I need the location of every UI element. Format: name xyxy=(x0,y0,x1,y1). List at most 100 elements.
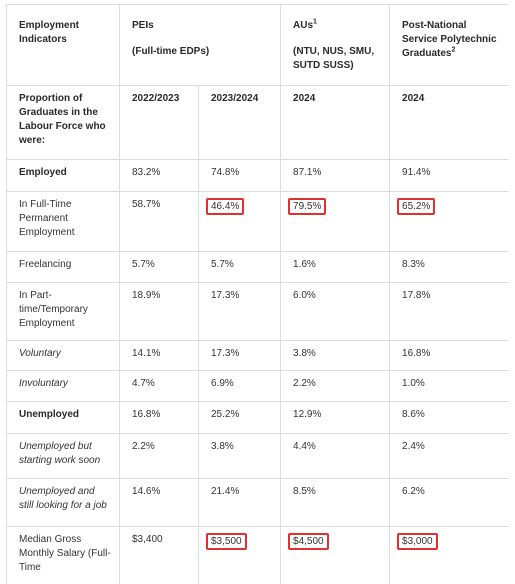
value: 2.2% xyxy=(132,441,155,452)
subheader-year-1: 2022/2023 xyxy=(119,85,199,160)
value-cell: 79.5% xyxy=(280,191,391,252)
header-aus-label: AUs xyxy=(293,20,314,31)
value-cell: 16.8% xyxy=(119,401,199,434)
row-label: Median Gross Monthly Salary (Full-Time xyxy=(19,534,111,573)
value: 58.7% xyxy=(132,199,161,210)
value: 6.2% xyxy=(402,486,425,497)
value: 4.7% xyxy=(132,378,155,389)
year-label: 2023/2024 xyxy=(211,93,259,104)
value-cell: 6.2% xyxy=(389,478,509,527)
value-cell: 18.9% xyxy=(119,282,199,341)
value-cell: 83.2% xyxy=(119,159,199,192)
value: 17.8% xyxy=(402,290,431,301)
value: 5.7% xyxy=(132,259,155,270)
value-cell: 3.8% xyxy=(197,433,282,479)
value: 14.1% xyxy=(132,348,161,359)
value: 5.7% xyxy=(211,259,234,270)
row-label-cell: Unemployed and still looking for a job xyxy=(6,478,120,527)
value-cell: 14.6% xyxy=(119,478,199,527)
row-unemployed-still-looking: Unemployed and still looking for a job 1… xyxy=(6,478,509,527)
value-cell: 2.4% xyxy=(389,433,509,479)
row-label-cell: Unemployed but starting work soon xyxy=(6,433,120,479)
highlighted-value: 65.2% xyxy=(397,198,436,215)
row-label: Freelancing xyxy=(19,259,72,270)
value: 2.2% xyxy=(293,378,316,389)
subheader-label-cell: Proportion of Graduates in the Labour Fo… xyxy=(6,85,120,160)
value-cell: 46.4% xyxy=(197,191,282,252)
value-cell: 4.7% xyxy=(119,370,199,402)
value: 3.8% xyxy=(293,348,316,359)
value: 25.2% xyxy=(211,409,240,420)
value: 16.8% xyxy=(132,409,161,420)
row-involuntary: Involuntary 4.7% 6.9% 2.2% 1.0% xyxy=(6,370,509,402)
highlighted-value: 46.4% xyxy=(206,198,245,215)
header-aus-sub: (NTU, NUS, SMU, SUTD SUSS) xyxy=(293,46,375,71)
value: 8.6% xyxy=(402,409,425,420)
value: 6.9% xyxy=(211,378,234,389)
year-label: 2024 xyxy=(402,93,425,104)
value-cell: 17.3% xyxy=(197,282,282,341)
header-peis-sub: (Full-time EDPs) xyxy=(132,46,210,57)
value-cell: 17.3% xyxy=(197,340,282,371)
value-cell: $4,500 xyxy=(280,526,391,584)
row-employed: Employed 83.2% 74.8% 87.1% 91.4% xyxy=(6,159,509,192)
year-label: 2024 xyxy=(293,93,316,104)
row-voluntary: Voluntary 14.1% 17.3% 3.8% 16.8% xyxy=(6,340,509,371)
employment-indicators-table: Employment Indicators PEIs (Full-time ED… xyxy=(6,4,509,584)
value: $3,400 xyxy=(132,534,163,545)
value: 17.3% xyxy=(211,348,240,359)
value-cell: 4.4% xyxy=(280,433,391,479)
row-label: Unemployed xyxy=(19,409,80,420)
highlighted-value: $3,000 xyxy=(397,533,438,550)
row-label-cell: In Part-time/Temporary Employment xyxy=(6,282,120,341)
row-label: Unemployed and still looking for a job xyxy=(19,486,107,511)
value: 1.6% xyxy=(293,259,316,270)
value-cell: 17.8% xyxy=(389,282,509,341)
header-peis: PEIs (Full-time EDPs) xyxy=(118,4,282,86)
value: 21.4% xyxy=(211,486,240,497)
value: 12.9% xyxy=(293,409,322,420)
year-label: 2022/2023 xyxy=(132,93,180,104)
value-cell: 87.1% xyxy=(280,159,391,192)
row-label: In Part-time/Temporary Employment xyxy=(19,290,88,329)
row-label: Unemployed but starting work soon xyxy=(19,441,101,466)
value: 4.4% xyxy=(293,441,316,452)
header-post-ns-label: Post-National Service Polytechnic Gradua… xyxy=(402,20,497,59)
value: 3.8% xyxy=(211,441,234,452)
value: 17.3% xyxy=(211,290,240,301)
row-freelancing: Freelancing 5.7% 5.7% 1.6% 8.3% xyxy=(6,251,509,283)
header-post-ns: Post-National Service Polytechnic Gradua… xyxy=(389,4,509,86)
highlighted-value: $4,500 xyxy=(288,533,329,550)
row-label-cell: Involuntary xyxy=(6,370,120,402)
value-cell: 16.8% xyxy=(389,340,509,371)
value-cell: 5.7% xyxy=(197,251,282,283)
value-cell: $3,400 xyxy=(119,526,199,584)
value-cell: 3.8% xyxy=(280,340,391,371)
value-cell: 2.2% xyxy=(119,433,199,479)
header-aus: AUs1 (NTU, NUS, SMU, SUTD SUSS) xyxy=(280,4,391,86)
value: 18.9% xyxy=(132,290,161,301)
value: 2.4% xyxy=(402,441,425,452)
value-cell: 58.7% xyxy=(119,191,199,252)
header-aus-sup: 1 xyxy=(313,18,317,26)
header-peis-label: PEIs xyxy=(132,20,154,31)
value-cell: 12.9% xyxy=(280,401,391,434)
value: 8.5% xyxy=(293,486,316,497)
value: 91.4% xyxy=(402,167,431,178)
value-cell: 21.4% xyxy=(197,478,282,527)
row-full-time-permanent: In Full-Time Permanent Employment 58.7% … xyxy=(6,191,509,252)
row-part-time: In Part-time/Temporary Employment 18.9% … xyxy=(6,282,509,341)
value-cell: 6.9% xyxy=(197,370,282,402)
value-cell: 6.0% xyxy=(280,282,391,341)
value-cell: 5.7% xyxy=(119,251,199,283)
row-label-cell: Median Gross Monthly Salary (Full-Time xyxy=(6,526,120,584)
value: 16.8% xyxy=(402,348,431,359)
row-label-cell: Voluntary xyxy=(6,340,120,371)
row-unemployed: Unemployed 16.8% 25.2% 12.9% 8.6% xyxy=(6,401,509,434)
subheader-label: Proportion of Graduates in the Labour Fo… xyxy=(19,93,106,146)
row-label: In Full-Time Permanent Employment xyxy=(19,199,75,238)
highlighted-value: $3,500 xyxy=(206,533,247,550)
value: 87.1% xyxy=(293,167,322,178)
row-label-cell: Employed xyxy=(6,159,120,192)
value-cell: 65.2% xyxy=(389,191,509,252)
